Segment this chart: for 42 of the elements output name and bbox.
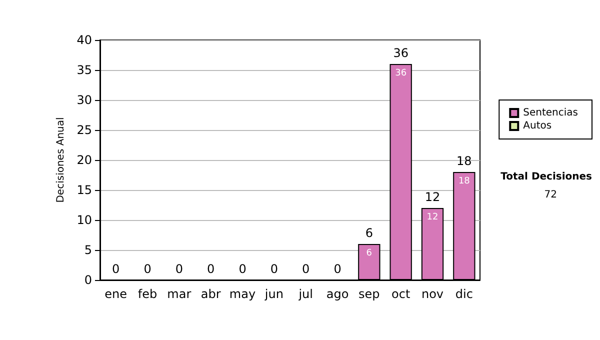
total-label: 0 xyxy=(238,262,246,276)
x-tick-label: nov xyxy=(421,287,444,301)
x-tick-label: sep xyxy=(358,287,380,301)
x-tick-label: dic xyxy=(455,287,473,301)
x-tick-label: jun xyxy=(264,287,284,301)
y-tick-label: 40 xyxy=(76,33,92,47)
data-label: 6 xyxy=(366,248,372,258)
total-label: 0 xyxy=(302,262,310,276)
total-label: 18 xyxy=(456,154,472,168)
y-tick-label: 30 xyxy=(76,93,92,107)
y-tick-label: 15 xyxy=(76,183,92,197)
y-tick-label: 5 xyxy=(84,243,92,257)
x-tick-label: mar xyxy=(167,287,192,301)
y-tick-label: 0 xyxy=(84,273,92,287)
total-label: 36 xyxy=(393,46,408,60)
x-tick-label: oct xyxy=(392,287,410,301)
x-tick-label: ene xyxy=(104,287,128,301)
data-label: 36 xyxy=(395,68,407,78)
y-tick-label: 10 xyxy=(76,213,92,227)
x-tick-label: jul xyxy=(298,287,313,301)
text: 72 xyxy=(544,190,558,200)
data-label: 12 xyxy=(426,212,438,222)
data-label: 18 xyxy=(458,176,470,186)
total-label: 0 xyxy=(112,262,120,276)
x-tick-label: feb xyxy=(138,287,158,301)
x-tick-label: ago xyxy=(326,287,349,301)
text: Total Decisiones xyxy=(500,172,592,182)
total-label: 0 xyxy=(175,262,183,276)
legend-label: Sentencias xyxy=(523,108,578,118)
y-tick-label: 35 xyxy=(76,63,92,77)
total-label: 0 xyxy=(207,262,215,276)
total-label: 12 xyxy=(424,190,440,204)
total-label: 6 xyxy=(365,226,373,240)
x-tick-label: abr xyxy=(200,287,221,301)
x-tick-label: may xyxy=(229,287,256,301)
total-label: 0 xyxy=(144,262,152,276)
y-tick-label: 20 xyxy=(76,153,92,167)
total-label: 0 xyxy=(334,262,342,276)
total-label: 0 xyxy=(270,262,278,276)
y-tick-label: 25 xyxy=(76,123,92,137)
y-axis-title: Decisiones Anual xyxy=(55,117,66,203)
legend-label: Autos xyxy=(523,120,552,132)
